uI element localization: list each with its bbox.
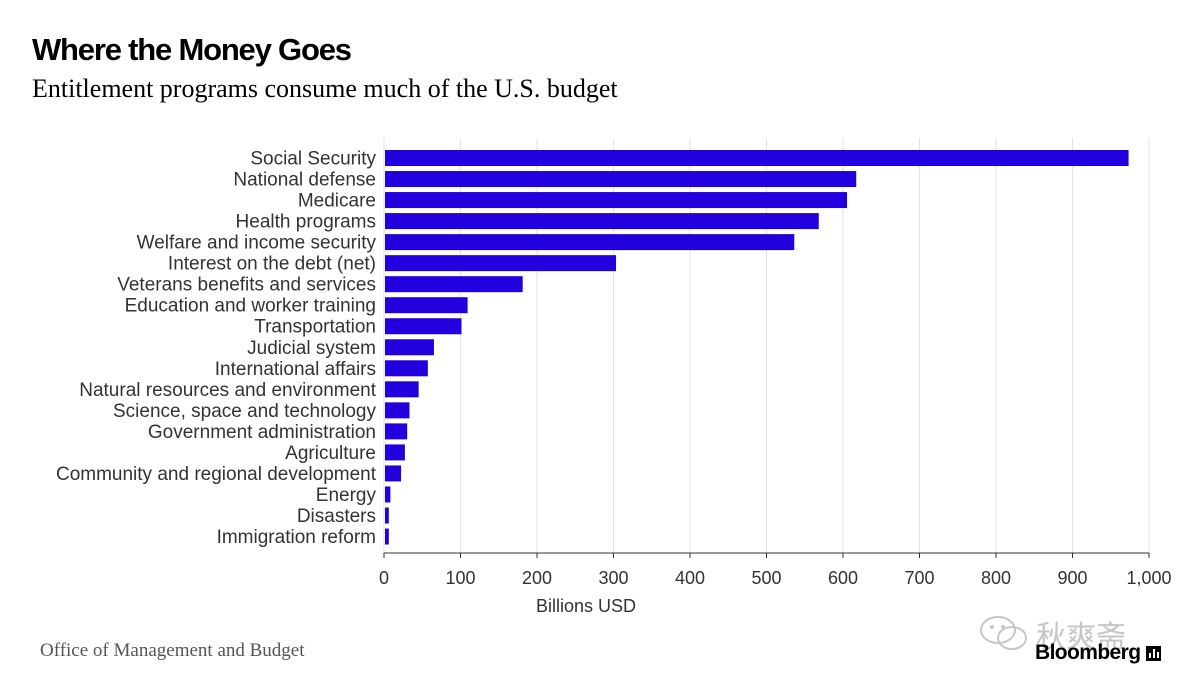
bar — [385, 360, 428, 377]
x-tick-label: 100 — [445, 568, 475, 588]
bar — [385, 318, 462, 335]
category-label: Judicial system — [247, 338, 376, 359]
bar — [385, 507, 389, 524]
wechat-icon — [980, 616, 1027, 650]
chart-subtitle: Entitlement programs consume much of the… — [32, 74, 618, 103]
bars — [385, 150, 1129, 545]
chart-title: Where the Money Goes — [32, 32, 352, 67]
bar — [385, 297, 468, 314]
category-label: Medicare — [298, 191, 376, 212]
bar — [385, 402, 410, 419]
watermark-text: 秋爽斋 — [1036, 620, 1126, 655]
category-label: Health programs — [236, 212, 376, 233]
bar — [385, 486, 391, 503]
category-label: Veterans benefits and services — [117, 275, 376, 296]
bar — [385, 528, 389, 545]
category-label: Science, space and technology — [113, 401, 377, 422]
category-label: Interest on the debt (net) — [168, 254, 376, 275]
x-tick-label: 700 — [904, 568, 934, 588]
bar — [385, 192, 848, 209]
x-axis-label: Billions USD — [536, 596, 636, 616]
category-label: Social Security — [250, 149, 376, 170]
watermark: 秋爽斋 — [978, 612, 1126, 656]
x-tick-label: 0 — [379, 568, 389, 588]
bar — [385, 339, 434, 356]
bar — [385, 213, 819, 230]
bar — [385, 255, 617, 272]
category-label: Immigration reform — [217, 527, 376, 548]
category-label: Agriculture — [285, 443, 376, 464]
category-label: Welfare and income security — [137, 233, 377, 254]
category-label: Natural resources and environment — [79, 380, 376, 401]
x-tick-label: 400 — [675, 568, 705, 588]
category-label: Disasters — [297, 506, 376, 527]
bar — [385, 381, 419, 398]
bar — [385, 423, 408, 440]
x-tick-label: 800 — [981, 568, 1011, 588]
source-note: Office of Management and Budget — [40, 640, 305, 661]
category-label: Energy — [316, 485, 377, 506]
brand-logo: Bloomberg — [1035, 641, 1162, 665]
category-label: International affairs — [215, 359, 376, 380]
category-label: Government administration — [148, 422, 376, 443]
x-tick-label: 1,000 — [1126, 568, 1171, 588]
bar — [385, 465, 402, 482]
x-tick-label: 300 — [598, 568, 628, 588]
brand-name: Bloomberg — [1035, 641, 1141, 664]
category-label: National defense — [233, 170, 376, 191]
bar — [385, 444, 405, 461]
x-tick-label: 500 — [751, 568, 781, 588]
category-label: Community and regional development — [56, 464, 377, 485]
x-tick-label: 200 — [522, 568, 552, 588]
x-tick-label: 600 — [828, 568, 858, 588]
category-label: Education and worker training — [125, 296, 376, 317]
bar — [385, 150, 1129, 166]
bar — [385, 171, 857, 188]
x-axis: 0 100 200 300 400 500 600 700 800 900 1,000 — [379, 552, 1172, 588]
bar — [385, 276, 523, 293]
category-label: Transportation — [254, 317, 376, 338]
terminal-chart-icon — [1146, 645, 1162, 661]
x-tick-label: 900 — [1057, 568, 1087, 588]
bar — [385, 234, 795, 251]
